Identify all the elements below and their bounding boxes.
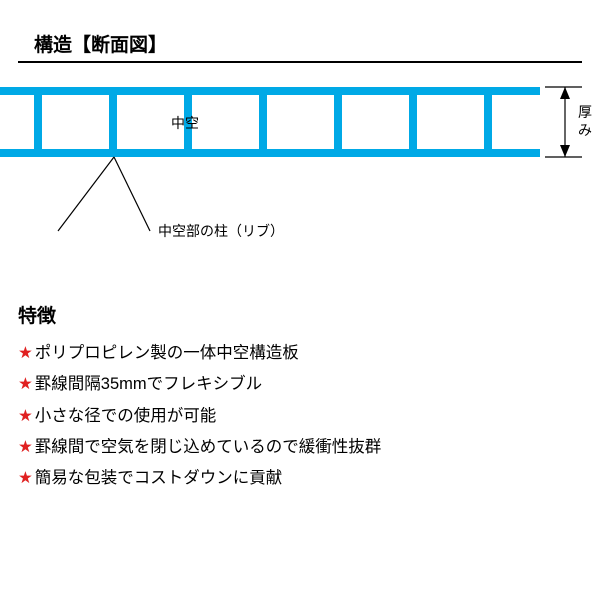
rib-pointer-line-2	[114, 157, 150, 231]
feature-item: ★ポリプロピレン製の一体中空構造板	[18, 338, 582, 369]
feature-text: ポリプロピレン製の一体中空構造板	[35, 344, 299, 362]
feature-text: 罫線間隔35mmでフレキシブル	[35, 375, 262, 393]
star-icon: ★	[18, 375, 33, 393]
features-heading: 特徴	[18, 301, 582, 328]
label-hollow: 中空	[171, 115, 199, 131]
feature-text: 簡易な包装でコストダウンに貢献	[35, 469, 283, 487]
feature-text: 小さな径での使用が可能	[35, 407, 217, 425]
diagram-svg: 中空 中空部の柱（リブ） 厚 み	[0, 81, 600, 281]
features-section: 特徴 ★ポリプロピレン製の一体中空構造板★罫線間隔35mmでフレキシブル★小さな…	[0, 301, 600, 495]
star-icon: ★	[18, 438, 33, 456]
cross-section-diagram: 中空 中空部の柱（リブ） 厚 み	[0, 81, 600, 261]
label-rib: 中空部の柱（リブ）	[158, 223, 284, 239]
svg-text:み: み	[578, 122, 592, 138]
star-icon: ★	[18, 407, 33, 425]
thickness-dimension: 厚 み	[545, 87, 592, 157]
feature-text: 罫線間で空気を閉じ込めているので緩衝性抜群	[35, 438, 382, 456]
structure-heading: 構造【断面図】	[18, 30, 582, 63]
feature-item: ★小さな径での使用が可能	[18, 401, 582, 432]
star-icon: ★	[18, 469, 33, 487]
features-list: ★ポリプロピレン製の一体中空構造板★罫線間隔35mmでフレキシブル★小さな径での…	[18, 338, 582, 495]
rib-pointer-line	[58, 157, 114, 231]
feature-item: ★罫線間で空気を閉じ込めているので緩衝性抜群	[18, 432, 582, 463]
svg-text:厚: 厚	[578, 104, 592, 120]
feature-item: ★簡易な包装でコストダウンに貢献	[18, 463, 582, 494]
star-icon: ★	[18, 344, 33, 362]
feature-item: ★罫線間隔35mmでフレキシブル	[18, 369, 582, 400]
